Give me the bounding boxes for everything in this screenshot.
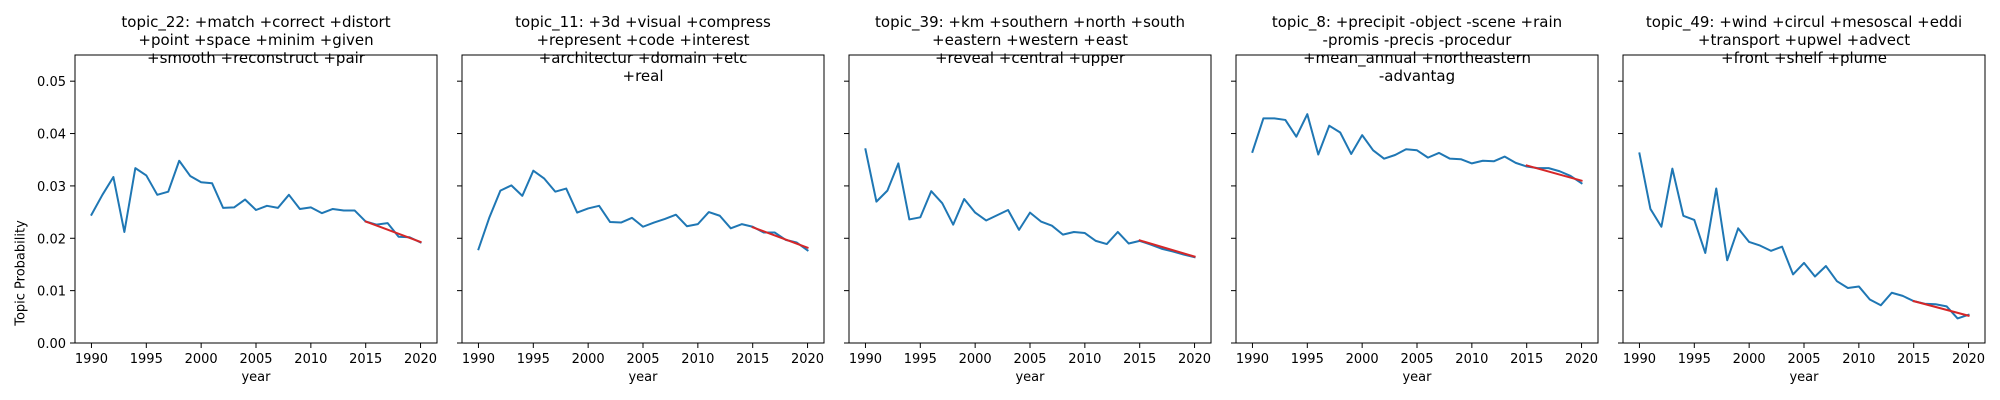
x-tick-label: 2020 (1565, 352, 1598, 367)
x-axis-label: year (1789, 370, 1819, 385)
x-tick-label: 2000 (1346, 352, 1379, 367)
panel-title-line: +represent +code +interest (536, 31, 750, 49)
x-tick-label: 2020 (791, 352, 824, 367)
panel-title-line: topic_8: +precipit -object -scene +rain (1271, 13, 1563, 31)
series-line (1251, 113, 1583, 185)
x-tick-label: 2005 (626, 352, 659, 367)
y-tick-label: 0.02 (37, 232, 66, 247)
y-tick-label: 0.05 (37, 75, 66, 90)
series-line (1638, 152, 1970, 320)
x-tick-label: 1995 (904, 352, 937, 367)
panel-title: topic_39: +km +southern +north +south +ea… (850, 13, 1210, 67)
x-tick-label: 2015 (1510, 352, 1543, 367)
x-tick-label: 2010 (1068, 352, 1101, 367)
panel-title: topic_8: +precipit -object -scene +rain -… (1237, 13, 1597, 85)
trend-line (1138, 239, 1196, 258)
x-tick-label: 2000 (185, 352, 218, 367)
panel-title-line: +architectur +domain +etc (538, 49, 748, 67)
axes-frame (1622, 54, 1986, 344)
x-tick-label: 2010 (294, 352, 327, 367)
x-tick-label: 2020 (1178, 352, 1211, 367)
y-tick-label: 0.04 (37, 128, 66, 143)
panel-title-line: +point +space +minim +given (138, 31, 374, 49)
x-tick-label: 2015 (349, 352, 382, 367)
x-axis-label: year (241, 370, 271, 385)
x-tick-label: 2000 (959, 352, 992, 367)
x-tick-label: 1990 (849, 352, 882, 367)
panel-title-line: +eastern +western +east (932, 31, 1128, 49)
panel-title-line: -promis -precis -procedur (1322, 31, 1512, 49)
panel-title-line: topic_39: +km +southern +north +south (875, 13, 1185, 31)
panel-title: topic_22: +match +correct +distort +point… (76, 13, 436, 67)
panel-title-line: +reveal +central +upper (934, 49, 1126, 67)
panel-title-line: -advantag (1378, 67, 1456, 85)
x-axis-label: year (628, 370, 658, 385)
x-tick-label: 2015 (1123, 352, 1156, 367)
x-tick-label: 2010 (681, 352, 714, 367)
x-tick-label: 2015 (736, 352, 769, 367)
panel-title-line: +real (622, 67, 664, 85)
x-tick-label: 1995 (1678, 352, 1711, 367)
y-tick-label: 0.00 (37, 337, 66, 352)
x-tick-label: 2010 (1842, 352, 1875, 367)
x-tick-label: 1995 (1291, 352, 1324, 367)
x-tick-label: 2005 (1400, 352, 1433, 367)
x-tick-label: 1990 (75, 352, 108, 367)
panel-title-line: +transport +upwel +advect (1697, 31, 1911, 49)
panel-title-line: topic_49: +wind +circul +mesoscal +eddi (1645, 13, 1963, 31)
x-tick-label: 1990 (462, 352, 495, 367)
trend-line (751, 225, 809, 249)
panel-title-line: topic_22: +match +correct +distort (121, 13, 391, 31)
x-tick-label: 1995 (517, 352, 550, 367)
y-tick-label: 0.01 (37, 285, 66, 300)
x-tick-label: 1995 (130, 352, 163, 367)
x-tick-label: 2015 (1897, 352, 1930, 367)
x-tick-label: 1990 (1623, 352, 1656, 367)
x-tick-label: 2020 (404, 352, 437, 367)
panel-title-line: topic_11: +3d +visual +compress (515, 13, 771, 31)
panel-title-line: +mean_annual +northeastern (1302, 49, 1531, 67)
trend-line (1912, 299, 1970, 317)
panel-title-line: +front +shelf +plume (1721, 49, 1887, 67)
x-tick-label: 2005 (1787, 352, 1820, 367)
x-tick-label: 2000 (1733, 352, 1766, 367)
y-tick-label: 0.03 (37, 180, 66, 195)
x-tick-label: 2005 (239, 352, 272, 367)
x-axis-label: year (1402, 370, 1432, 385)
panel-title: topic_11: +3d +visual +compress +represen… (463, 13, 823, 85)
panel-title: topic_49: +wind +circul +mesoscal +eddi +… (1624, 13, 1984, 67)
trend-line (364, 220, 422, 244)
trend-line (1525, 164, 1583, 182)
x-axis-label: year (1015, 370, 1045, 385)
x-tick-label: 2005 (1013, 352, 1046, 367)
x-tick-label: 1990 (1236, 352, 1269, 367)
x-tick-label: 2010 (1455, 352, 1488, 367)
panel-title-line: +smooth +reconstruct +pair (147, 49, 365, 67)
x-tick-label: 2000 (572, 352, 605, 367)
x-tick-label: 2020 (1952, 352, 1985, 367)
